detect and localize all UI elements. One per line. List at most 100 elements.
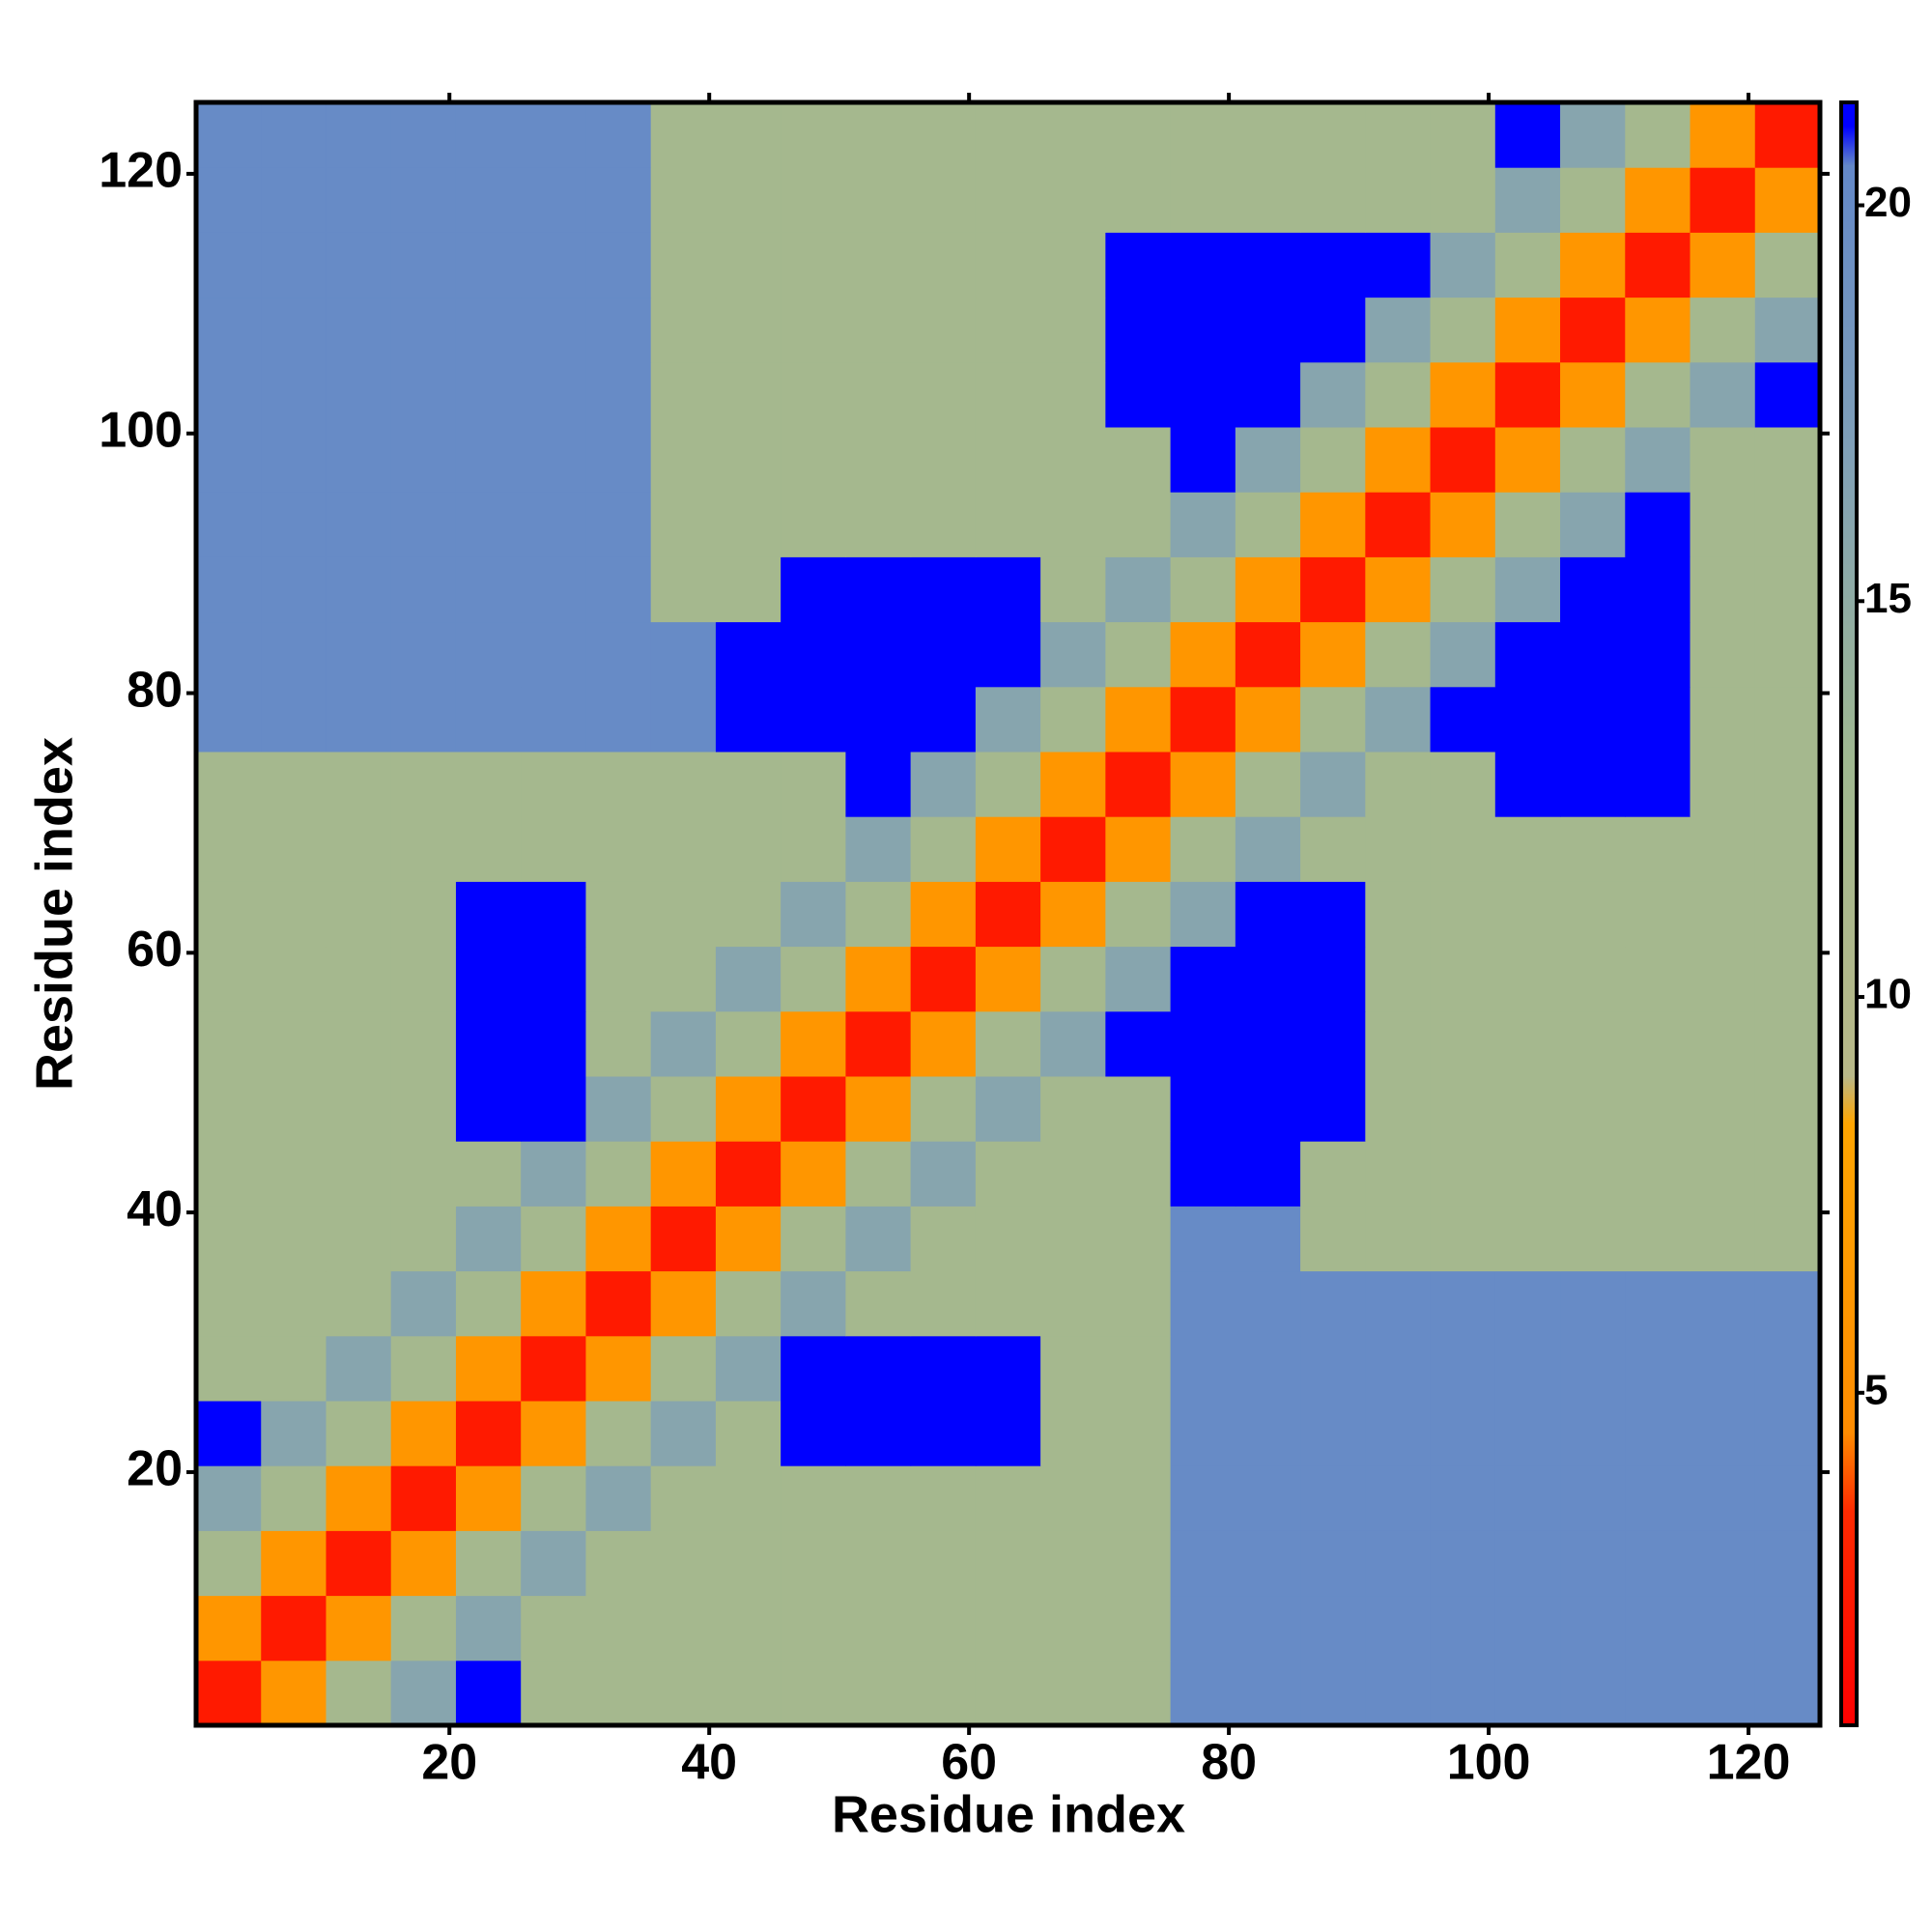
heatmap-cell (261, 1530, 327, 1597)
heatmap-cell (1560, 946, 1626, 1012)
heatmap-cell (1300, 1401, 1366, 1466)
heatmap-cell (910, 1141, 977, 1207)
heatmap-cell (1365, 361, 1432, 428)
heatmap-cell (975, 1076, 1041, 1142)
heatmap-cell (781, 686, 846, 753)
heatmap-cell (1690, 1465, 1756, 1531)
heatmap-cell (1560, 1660, 1626, 1726)
heatmap-cell (1170, 752, 1236, 817)
heatmap-cell (910, 1530, 977, 1597)
heatmap-cell (261, 427, 327, 493)
colorbar-tick-label: 10 (1864, 971, 1912, 1018)
heatmap-cell (1170, 361, 1236, 428)
heatmap-cell (1625, 686, 1691, 753)
heatmap-cell (390, 1595, 457, 1662)
x-tick-label: 20 (421, 1735, 477, 1791)
heatmap-cell (910, 1076, 977, 1142)
heatmap-cell (326, 167, 392, 233)
heatmap-cell (1754, 1660, 1821, 1726)
heatmap-cell (1300, 1595, 1366, 1662)
heatmap-cell (781, 1206, 846, 1272)
heatmap-cell (1754, 556, 1821, 623)
heatmap-cell (1625, 556, 1691, 623)
heatmap-cell (196, 816, 262, 882)
heatmap-cell (1040, 427, 1106, 493)
heatmap-cell (1625, 1010, 1691, 1077)
heatmap-cell (521, 946, 586, 1012)
heatmap-cell (261, 752, 327, 817)
heatmap-cell (326, 297, 392, 363)
heatmap-cell (650, 167, 717, 233)
heatmap-cell (1040, 492, 1106, 557)
heatmap-cell (1235, 1010, 1301, 1077)
heatmap-cell (715, 1660, 781, 1726)
heatmap-cell (1430, 1595, 1496, 1662)
heatmap-cell (1625, 492, 1691, 557)
heatmap-cell (1625, 1076, 1691, 1142)
heatmap-cell (1560, 1401, 1626, 1466)
heatmap-cell (1625, 621, 1691, 688)
heatmap-cell (585, 621, 652, 688)
heatmap-cell (1365, 102, 1432, 168)
heatmap-cell (845, 492, 912, 557)
heatmap-cell (1105, 1530, 1172, 1597)
heatmap-cell (910, 1465, 977, 1531)
heatmap-cell (1494, 1595, 1561, 1662)
heatmap-cell (521, 816, 586, 882)
heatmap-cell (1625, 1141, 1691, 1207)
heatmap-cell (975, 1530, 1041, 1597)
heatmap-cell (521, 1335, 586, 1402)
heatmap-cell (781, 167, 846, 233)
heatmap-cell (1105, 1270, 1172, 1337)
heatmap-cell (326, 1335, 392, 1402)
heatmap-cell (1235, 946, 1301, 1012)
heatmap-cell (390, 1660, 457, 1726)
heatmap-cell (1170, 1076, 1236, 1142)
heatmap-cell (845, 1465, 912, 1531)
heatmap-cell (1560, 427, 1626, 493)
heatmap-cell (1170, 297, 1236, 363)
heatmap-cell (1300, 1141, 1366, 1207)
heatmap-cell (975, 946, 1041, 1012)
heatmap-cell (1754, 1401, 1821, 1466)
heatmap-cell (1430, 102, 1496, 168)
heatmap-cell (521, 297, 586, 363)
heatmap-cell (715, 1401, 781, 1466)
heatmap-cell (910, 232, 977, 298)
heatmap-cell (196, 361, 262, 428)
heatmap-cell (650, 686, 717, 753)
heatmap-cell (521, 492, 586, 557)
x-tick-label: 120 (1707, 1735, 1791, 1791)
heatmap-cell (715, 232, 781, 298)
heatmap-cell (585, 1206, 652, 1272)
heatmap-cell (1690, 102, 1756, 168)
heatmap-cell (1170, 102, 1236, 168)
heatmap-cell (1040, 1660, 1106, 1726)
heatmap-cell (1170, 1465, 1236, 1531)
heatmap-cell (585, 1335, 652, 1402)
heatmap-cell (196, 1141, 262, 1207)
heatmap-cell (1300, 621, 1366, 688)
heatmap-cell (390, 686, 457, 753)
heatmap-cell (1365, 1335, 1432, 1402)
heatmap-cell (1690, 1141, 1756, 1207)
heatmap-cell (521, 686, 586, 753)
heatmap-cell (1494, 1010, 1561, 1077)
heatmap-cell (1625, 297, 1691, 363)
heatmap-cell (845, 1076, 912, 1142)
heatmap-cell (1235, 752, 1301, 817)
heatmap-cell (1494, 361, 1561, 428)
heatmap-cell (1170, 167, 1236, 233)
heatmap-cell (910, 881, 977, 948)
heatmap-cell (910, 686, 977, 753)
heatmap-cell (1430, 556, 1496, 623)
heatmap-cell (455, 427, 522, 493)
heatmap-cell (1365, 1076, 1432, 1142)
heatmap-cell (1300, 427, 1366, 493)
heatmap-cell (196, 1076, 262, 1142)
heatmap-cell (715, 1076, 781, 1142)
heatmap-cell (261, 816, 327, 882)
heatmap-cell (1625, 1335, 1691, 1402)
heatmap-cell (1690, 232, 1756, 298)
heatmap-cell (455, 1270, 522, 1337)
